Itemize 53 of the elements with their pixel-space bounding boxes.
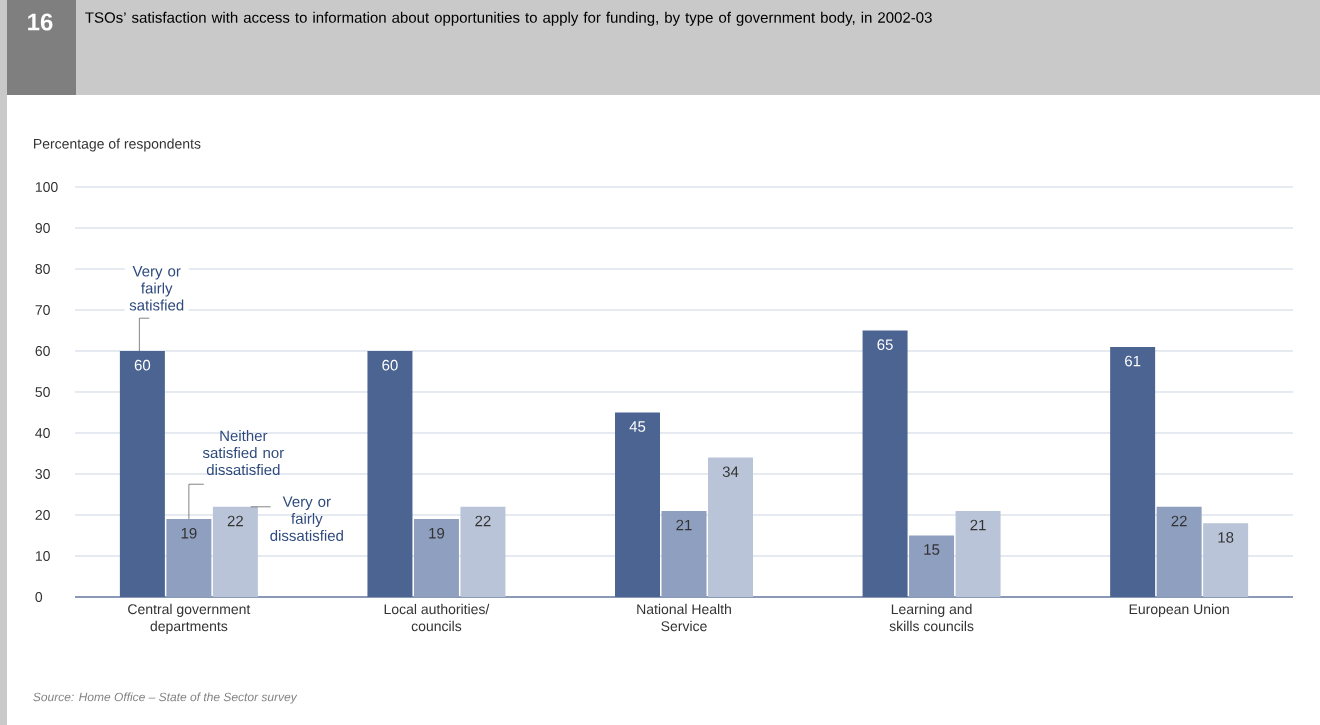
y-tick-label: 10 [35, 551, 50, 561]
data-label: 34 [722, 466, 739, 478]
y-tick-label: 90 [35, 223, 50, 233]
y-tick-label: 0 [35, 592, 43, 602]
x-tick-label: European Union [1129, 603, 1229, 617]
data-label: 15 [924, 544, 940, 555]
bar [615, 412, 661, 597]
bar [1203, 523, 1249, 597]
bar [661, 510, 707, 597]
bar [1110, 346, 1156, 597]
x-tick-label: Local authorities/ councils [384, 603, 490, 632]
data-label: 22 [227, 515, 243, 527]
bar [909, 535, 955, 597]
bar [1156, 506, 1202, 597]
y-tick-label: 60 [35, 346, 50, 356]
y-tick-label: 100 [35, 182, 58, 192]
data-label: 60 [382, 359, 398, 371]
y-axis-title: Percentage of respondents [34, 138, 201, 152]
bar [212, 506, 258, 597]
data-label: 21 [676, 519, 692, 531]
bar [460, 506, 506, 597]
series-label: Very or fairly dissatisfied [270, 496, 343, 541]
bar [708, 457, 754, 597]
y-tick-label: 30 [35, 469, 50, 479]
data-label: 18 [1218, 532, 1234, 543]
bar [166, 519, 212, 597]
data-label: 19 [181, 527, 197, 539]
y-tick-label: 80 [35, 264, 50, 274]
bar [413, 519, 459, 597]
y-tick-label: 20 [35, 510, 50, 520]
data-label: 61 [1125, 355, 1141, 367]
data-label: 19 [429, 527, 445, 539]
data-label: 65 [877, 339, 893, 350]
x-tick-label: Learning and skills councils [889, 603, 974, 632]
data-label: 21 [970, 519, 986, 531]
x-tick-label: Central government departments [128, 603, 251, 634]
text: 16 [28, 13, 53, 31]
text: Very or fairly satisfied [129, 266, 184, 311]
text: Neither satisfied nor dissatisfied [202, 430, 284, 476]
source-note: Source: Home Office – State of the Sector survey [33, 692, 298, 704]
chart-title: TSOs’ satisfaction with access to information about opportunities to apply for funding, by type of government body, in 2002-03 [85, 11, 932, 26]
bar [862, 330, 908, 597]
bar [367, 351, 413, 597]
bar [119, 351, 165, 597]
y-tick-label: 40 [35, 428, 50, 438]
data-label: 60 [134, 359, 151, 371]
data-label: 45 [629, 421, 646, 432]
data-label: 22 [475, 515, 491, 527]
y-tick-label: 70 [35, 305, 50, 315]
bar [955, 510, 1001, 597]
data-label: 22 [1171, 515, 1187, 527]
x-tick-label: National Health Service [637, 603, 731, 632]
y-tick-label: 50 [35, 387, 50, 397]
